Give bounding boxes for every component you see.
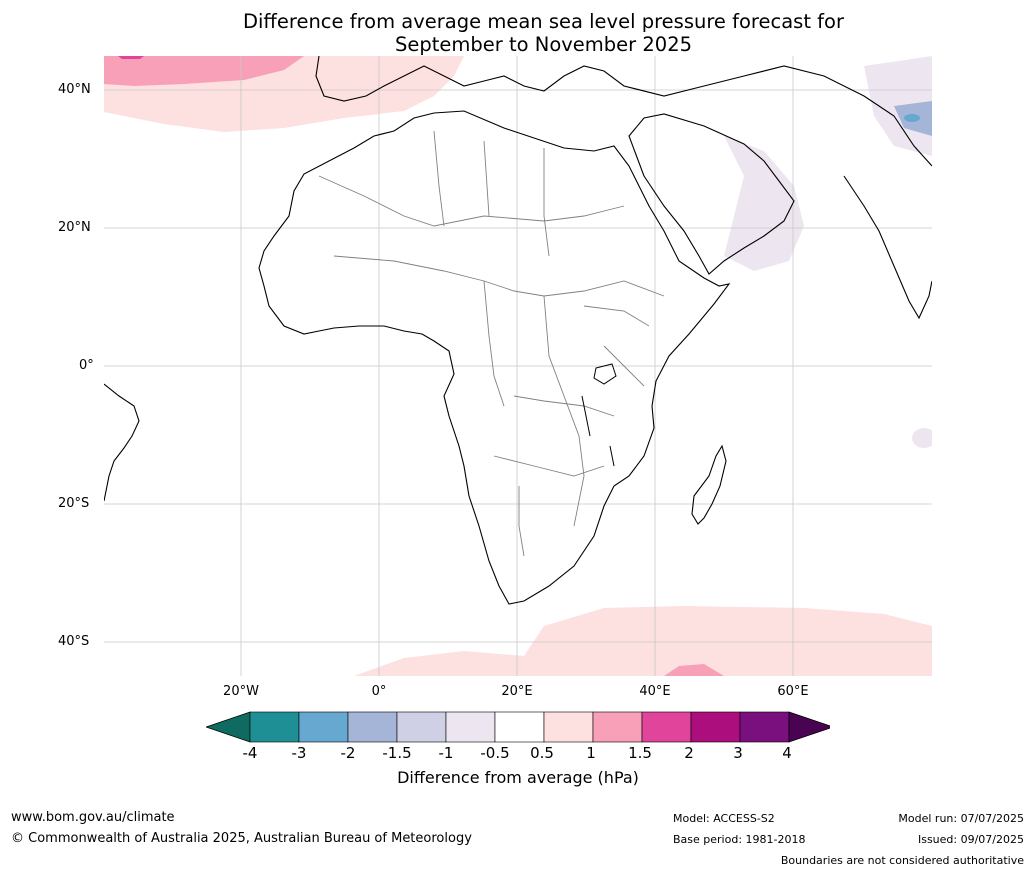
website-link[interactable]: www.bom.gov.au/climate	[11, 810, 175, 825]
colorbar-cell	[543, 711, 594, 743]
colorbar-cell	[592, 711, 643, 743]
colorbar-cell	[494, 711, 545, 743]
colorbar-extend-low	[206, 711, 251, 743]
colorbar-tick-label: -4	[242, 744, 258, 762]
colorbar-cell	[445, 711, 496, 743]
lake-victoria	[593, 363, 617, 385]
arabia-coastline	[628, 113, 795, 275]
title-line-1: Difference from average mean sea level p…	[243, 10, 844, 33]
lat-label-40n: 40°N	[58, 82, 91, 97]
lon-label-0: 0°	[371, 684, 387, 699]
colorbar-tick-label: 3	[733, 744, 743, 762]
india-coastline	[843, 175, 932, 320]
country-borders	[318, 130, 665, 557]
colorbar-cell	[249, 711, 300, 743]
anomaly-area-south-medium	[664, 664, 724, 676]
colorbar-cell	[739, 711, 790, 743]
lon-label-20w: 20°W	[223, 684, 259, 699]
lon-label-60e: 60°E	[777, 684, 809, 699]
model-run-text: Model run: 07/07/2025	[898, 812, 1024, 825]
map-canvas	[104, 56, 932, 676]
lat-label-20s: 20°S	[58, 496, 90, 511]
title-line-2: September to November 2025	[394, 33, 693, 56]
colorbar-tick-label: 2	[684, 744, 694, 762]
colorbar-tick-label: 0.5	[530, 744, 554, 762]
base-period-text: Base period: 1981-2018	[673, 833, 806, 846]
colorbar-tick-label: 4	[782, 744, 792, 762]
map-gridlines	[104, 56, 932, 676]
colorbar-title: Difference from average (hPa)	[397, 768, 639, 787]
colorbar-cell	[396, 711, 447, 743]
colorbar-tick-label: 1	[586, 744, 596, 762]
anomaly-area-indian-ocean	[912, 428, 932, 448]
lat-label-0: 0°	[79, 358, 94, 373]
lon-label-20e: 20°E	[501, 684, 533, 699]
anomaly-spot-asia	[904, 114, 920, 122]
issued-text: Issued: 09/07/2025	[917, 833, 1024, 846]
anomaly-area-north-strong	[118, 56, 144, 59]
copyright-text: © Commonwealth of Australia 2025, Austra…	[11, 831, 472, 846]
madagascar-coastline	[691, 444, 727, 525]
lat-label-20n: 20°N	[58, 220, 91, 235]
south-america-coastline	[104, 383, 140, 502]
colorbar-tick-label: -0.5	[480, 744, 510, 762]
lake-tanganyika	[581, 395, 591, 437]
colorbar-tick-label: -1	[438, 744, 454, 762]
colorbar-cell	[641, 711, 692, 743]
colorbar	[206, 711, 830, 743]
colorbar-tick-label: 1.5	[628, 744, 652, 762]
africa-coastline	[258, 110, 731, 605]
colorbar-cells	[206, 711, 830, 743]
lake-malawi	[609, 445, 615, 467]
europe-coastline	[315, 56, 932, 167]
colorbar-extend-high	[788, 711, 830, 743]
colorbar-cell	[690, 711, 741, 743]
colorbar-tick-label: -3	[291, 744, 307, 762]
colorbar-tick-label: -1.5	[382, 744, 412, 762]
disclaimer-text: Boundaries are not considered authoritat…	[780, 854, 1024, 867]
colorbar-cell	[347, 711, 398, 743]
colorbar-tick-label: -2	[340, 744, 356, 762]
anomaly-area-north-medium	[104, 56, 304, 86]
anomaly-area-south-light	[354, 606, 932, 676]
colorbar-cell	[298, 711, 349, 743]
model-text: Model: ACCESS-S2	[673, 812, 775, 825]
lat-label-40s: 40°S	[58, 634, 90, 649]
lon-label-40e: 40°E	[639, 684, 671, 699]
forecast-map	[104, 56, 932, 676]
map-title: Difference from average mean sea level p…	[0, 10, 1035, 56]
anomaly-area-arabia	[724, 136, 804, 271]
